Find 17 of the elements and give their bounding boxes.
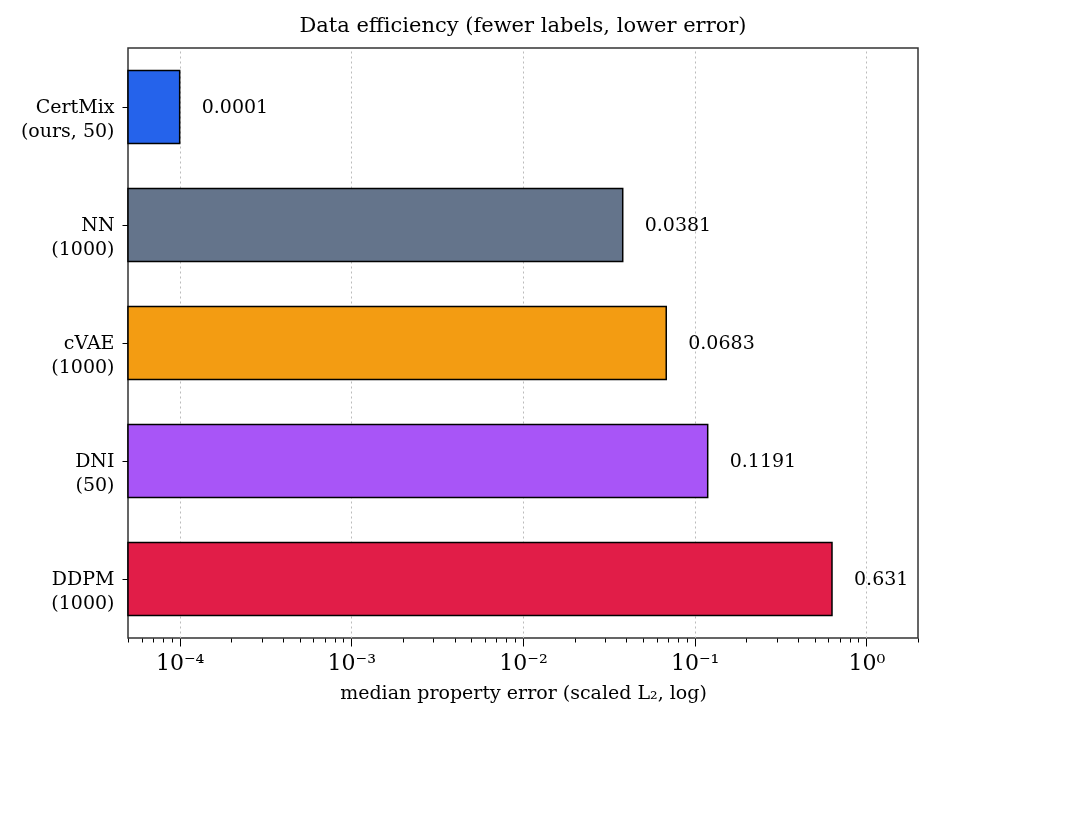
x-tick-label: 10⁻⁴ bbox=[155, 649, 205, 675]
y-tick-label: NN (1000) bbox=[51, 213, 115, 259]
y-tick-label: cVAE (1000) bbox=[51, 331, 115, 377]
chart-title: Data efficiency (fewer labels, lower error) bbox=[299, 13, 747, 37]
y-tick-label: DNI (50) bbox=[75, 449, 115, 495]
x-tick-label: 10⁰ bbox=[848, 649, 886, 675]
x-axis-title: median property error (scaled L₂, log) bbox=[340, 680, 707, 703]
data-label: 0.1191 bbox=[729, 449, 797, 471]
data-label: 0.631 bbox=[854, 567, 909, 589]
x-tick-label: 10⁻¹ bbox=[670, 649, 720, 675]
data-label: 0.0381 bbox=[644, 213, 712, 235]
data-label: 0.0683 bbox=[688, 331, 755, 353]
y-tick-label: DDPM (1000) bbox=[51, 567, 115, 613]
x-tick-label: 10⁻³ bbox=[327, 649, 377, 675]
y-tick-label: CertMix (ours, 50) bbox=[20, 95, 115, 141]
data-label: 0.0001 bbox=[201, 95, 269, 117]
x-tick-label: 10⁻² bbox=[499, 649, 548, 675]
